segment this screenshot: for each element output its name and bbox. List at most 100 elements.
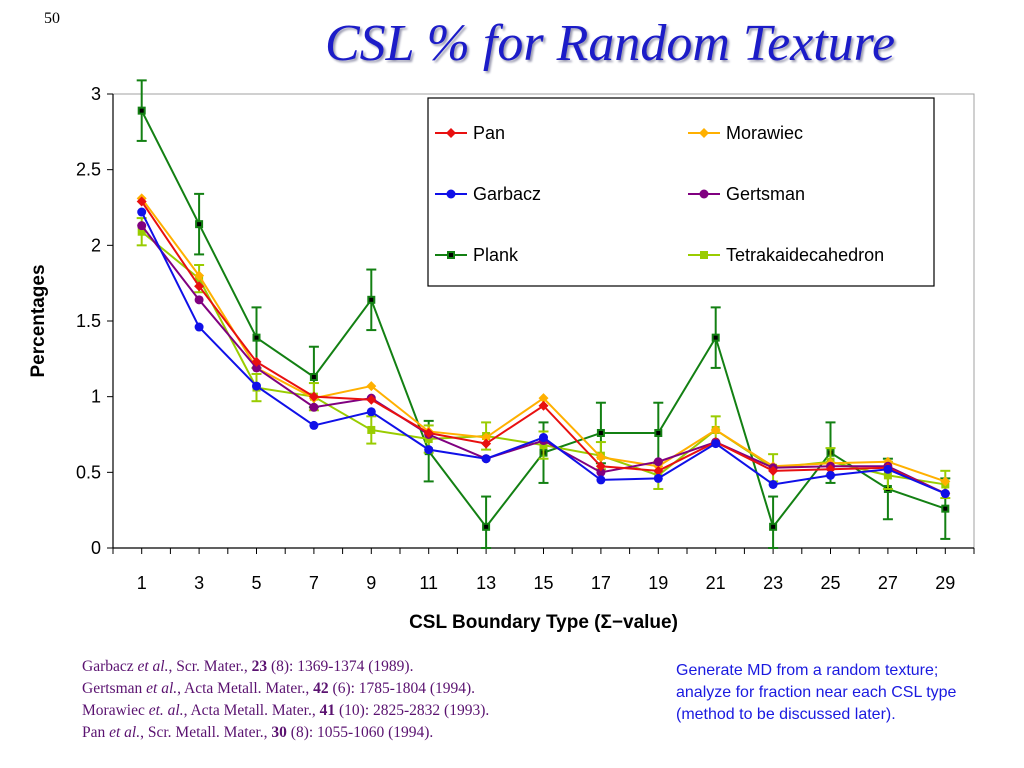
data-point-center	[943, 506, 948, 511]
data-point	[137, 221, 147, 231]
y-tick-label: 2	[91, 235, 101, 255]
legend-item-plank: Plank	[435, 245, 519, 265]
legend-item-tetrakaidecahedron: Tetrakaidecahedron	[688, 245, 884, 265]
y-tick-label: 1.5	[76, 311, 101, 331]
data-point	[883, 464, 893, 474]
data-point	[699, 128, 709, 138]
data-point	[940, 476, 951, 487]
data-point	[653, 457, 663, 467]
data-point	[137, 227, 146, 236]
data-point	[366, 407, 376, 417]
data-point	[653, 465, 664, 476]
y-tick-label: 0.5	[76, 462, 101, 482]
y-tick-label: 2.5	[76, 160, 101, 180]
data-point	[446, 189, 456, 199]
data-point-center	[311, 374, 316, 379]
data-point	[539, 433, 548, 443]
data-point	[595, 461, 606, 472]
legend-label: Pan	[473, 123, 505, 143]
data-point	[423, 427, 434, 438]
data-point	[538, 393, 549, 404]
x-tick-label: 25	[820, 573, 840, 593]
data-point-center	[598, 430, 603, 435]
data-point	[309, 402, 319, 412]
reference-garbacz: Garbacz et al., Scr. Mater., 23 (8): 136…	[82, 658, 414, 675]
data-point	[424, 435, 433, 444]
data-point	[595, 452, 606, 463]
data-point	[700, 251, 708, 259]
x-tick-label: 15	[533, 573, 553, 593]
data-point	[481, 454, 491, 464]
x-tick-label: 11	[419, 573, 438, 593]
x-tick-label: 23	[763, 573, 783, 593]
reference-morawiec: Morawiec et. al., Acta Metall. Mater., 4…	[82, 702, 490, 719]
data-point	[539, 441, 548, 450]
x-tick-label: 3	[194, 573, 204, 593]
data-point	[481, 438, 492, 449]
data-point	[596, 475, 606, 485]
data-point-center	[713, 335, 718, 340]
data-point	[194, 322, 204, 332]
data-point	[481, 432, 492, 443]
data-point	[710, 424, 721, 435]
legend-item-pan: Pan	[435, 123, 505, 143]
x-tick-label: 13	[476, 573, 496, 593]
data-point-center	[771, 524, 776, 529]
data-point	[940, 489, 950, 499]
x-tick-label: 19	[648, 573, 668, 593]
legend-label: Tetrakaidecahedron	[726, 245, 884, 265]
data-point	[699, 189, 709, 199]
reference-gertsman: Gertsman et al., Acta Metall. Mater., 42…	[82, 680, 476, 697]
data-point	[308, 391, 319, 402]
data-point	[367, 425, 376, 434]
data-point-center	[139, 108, 144, 113]
legend-item-garbacz: Garbacz	[435, 184, 541, 204]
series-garbacz	[137, 207, 950, 499]
y-tick-label: 3	[91, 84, 101, 104]
data-point	[309, 420, 319, 430]
x-tick-label: 21	[706, 573, 726, 593]
data-point	[194, 281, 205, 292]
x-tick-label: 29	[935, 573, 955, 593]
data-point	[883, 471, 892, 480]
x-tick-label: 1	[137, 573, 147, 593]
legend: Pan Morawiec Garbacz Gertsman Plank Tetrakaid…	[427, 97, 935, 287]
data-point	[194, 270, 205, 281]
slide-number: 50	[44, 10, 60, 27]
data-point	[194, 295, 204, 305]
x-tick-label: 17	[591, 573, 611, 593]
x-tick-label: 7	[309, 573, 319, 593]
data-point	[596, 467, 606, 477]
data-point	[711, 439, 721, 449]
data-point	[137, 207, 147, 217]
data-point	[424, 445, 434, 455]
references: Garbacz et al., Scr. Mater., 23 (8): 136…	[82, 656, 489, 744]
data-point-center	[197, 222, 202, 227]
series-pan	[136, 196, 951, 499]
legend-marker-center	[449, 253, 453, 257]
legend-item-gertsman: Gertsman	[688, 184, 805, 204]
data-point	[653, 473, 663, 483]
legend-item-morawiec: Morawiec	[688, 123, 803, 143]
data-point	[538, 400, 549, 411]
data-point	[252, 363, 261, 373]
data-point	[768, 465, 779, 476]
legend-label: Plank	[473, 245, 519, 265]
y-tick-label: 1	[91, 387, 101, 407]
x-axis-label: CSL Boundary Type (Σ−value)	[409, 612, 678, 633]
legend-label: Garbacz	[473, 184, 541, 204]
y-tick-label: 0	[91, 538, 101, 558]
legend-box	[427, 97, 935, 287]
slide-title: CSL % for Random Texture	[324, 15, 896, 72]
data-point	[136, 196, 147, 207]
method-note: Generate MD from a random texture; analy…	[676, 662, 957, 723]
data-point-center	[369, 297, 374, 302]
data-point	[826, 470, 835, 480]
data-point-center	[484, 524, 489, 529]
data-point	[446, 128, 456, 138]
data-point	[366, 394, 377, 405]
legend-label: Morawiec	[726, 123, 803, 143]
csl-line-chart: 00.511.522.531 3 5 7 9 11 13 15 17 19 21 23 25 27 29Pe…	[28, 79, 975, 633]
data-point-center	[656, 430, 661, 435]
x-tick-label: 5	[251, 573, 261, 593]
